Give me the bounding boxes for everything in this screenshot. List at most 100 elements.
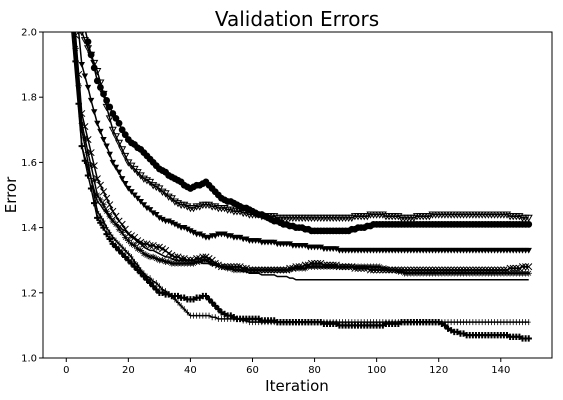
series-marker bbox=[526, 319, 531, 326]
series-marker bbox=[81, 73, 89, 80]
series-marker bbox=[502, 211, 512, 219]
series-marker bbox=[72, 58, 79, 65]
series-marker bbox=[94, 191, 101, 199]
series-marker bbox=[398, 268, 405, 275]
series-marker bbox=[378, 211, 387, 219]
series-marker bbox=[302, 265, 309, 272]
series-marker bbox=[128, 240, 135, 248]
ticks-layer: 0 20 40 60 80 100 120 140 1.0 1.2 1.4 1.6 1.8 2.0 bbox=[21, 28, 510, 377]
series-marker bbox=[106, 235, 113, 243]
series-marker bbox=[363, 213, 372, 221]
series-marker bbox=[125, 185, 132, 192]
series-marker bbox=[441, 322, 449, 329]
series-marker bbox=[394, 213, 403, 221]
series-marker bbox=[115, 119, 123, 127]
series-marker bbox=[382, 265, 390, 272]
series-marker bbox=[99, 188, 108, 196]
series-marker bbox=[115, 226, 123, 233]
series-marker bbox=[165, 258, 172, 266]
series-marker bbox=[512, 264, 520, 272]
series-marker bbox=[129, 253, 134, 260]
series-marker bbox=[87, 162, 95, 169]
series-marker bbox=[509, 264, 517, 272]
series-marker bbox=[205, 234, 213, 241]
series-marker bbox=[103, 230, 110, 238]
series-marker bbox=[87, 51, 96, 60]
series-marker bbox=[236, 208, 245, 216]
series-7 bbox=[72, 32, 532, 342]
series-marker bbox=[525, 335, 532, 342]
series-marker bbox=[159, 216, 166, 223]
series-marker bbox=[111, 133, 120, 141]
series-marker bbox=[286, 241, 293, 248]
series-marker bbox=[221, 231, 228, 238]
series-marker bbox=[103, 143, 110, 150]
series-marker bbox=[213, 314, 218, 321]
series-marker bbox=[84, 149, 92, 156]
series-marker bbox=[254, 211, 263, 219]
series-marker bbox=[270, 213, 279, 221]
series-marker bbox=[236, 234, 244, 241]
series-marker bbox=[99, 90, 108, 99]
series-marker bbox=[137, 247, 144, 254]
series-marker bbox=[87, 185, 95, 192]
series-marker bbox=[525, 220, 533, 228]
series-marker bbox=[215, 305, 222, 313]
series-marker bbox=[154, 280, 159, 287]
series-marker bbox=[118, 146, 127, 154]
series-marker bbox=[376, 263, 383, 270]
series-marker bbox=[242, 209, 251, 218]
series-marker bbox=[118, 176, 126, 182]
series-marker bbox=[134, 195, 141, 202]
series-marker bbox=[83, 45, 93, 53]
series-marker bbox=[100, 201, 107, 208]
y-tick-label: 2.0 bbox=[21, 28, 37, 39]
series-marker bbox=[118, 229, 126, 236]
series-marker bbox=[180, 201, 189, 210]
series-marker bbox=[84, 172, 92, 179]
series-5 bbox=[71, 32, 529, 281]
series-marker bbox=[146, 241, 154, 250]
series-marker bbox=[117, 240, 122, 247]
x-tick-label: 0 bbox=[63, 365, 69, 376]
series-marker bbox=[84, 84, 92, 91]
series-marker bbox=[105, 115, 114, 123]
series-marker bbox=[112, 243, 120, 251]
series-marker bbox=[134, 245, 141, 252]
series-marker bbox=[187, 228, 194, 235]
series-marker bbox=[190, 229, 197, 236]
series-marker bbox=[102, 103, 111, 112]
series-marker bbox=[113, 237, 118, 244]
series-marker bbox=[156, 215, 163, 222]
series-marker bbox=[109, 240, 117, 248]
x-tick-label: 20 bbox=[122, 365, 135, 376]
plot-area-frame bbox=[42, 31, 553, 359]
series-marker bbox=[140, 273, 148, 280]
series-marker bbox=[149, 253, 157, 261]
series-4 bbox=[72, 32, 532, 277]
series-marker bbox=[171, 221, 179, 228]
x-tick-label: 60 bbox=[246, 365, 259, 376]
series-marker bbox=[78, 62, 85, 68]
series-marker bbox=[518, 263, 527, 271]
series-marker bbox=[96, 181, 104, 189]
series-marker bbox=[143, 252, 151, 259]
series-marker bbox=[106, 212, 113, 220]
series-marker bbox=[220, 204, 229, 213]
series-marker bbox=[75, 100, 82, 107]
series-marker bbox=[131, 242, 138, 249]
series-marker bbox=[89, 175, 94, 182]
series-marker bbox=[91, 177, 98, 184]
series-marker bbox=[524, 214, 533, 223]
series-marker bbox=[128, 189, 135, 195]
series-marker bbox=[94, 214, 101, 222]
series-marker bbox=[121, 152, 130, 161]
x-tick-label: 80 bbox=[308, 365, 321, 376]
series-marker bbox=[103, 194, 111, 202]
series-marker bbox=[143, 276, 151, 283]
series-marker bbox=[149, 210, 157, 217]
series-marker bbox=[126, 250, 131, 257]
series-marker bbox=[146, 207, 154, 213]
series-marker bbox=[227, 233, 234, 239]
